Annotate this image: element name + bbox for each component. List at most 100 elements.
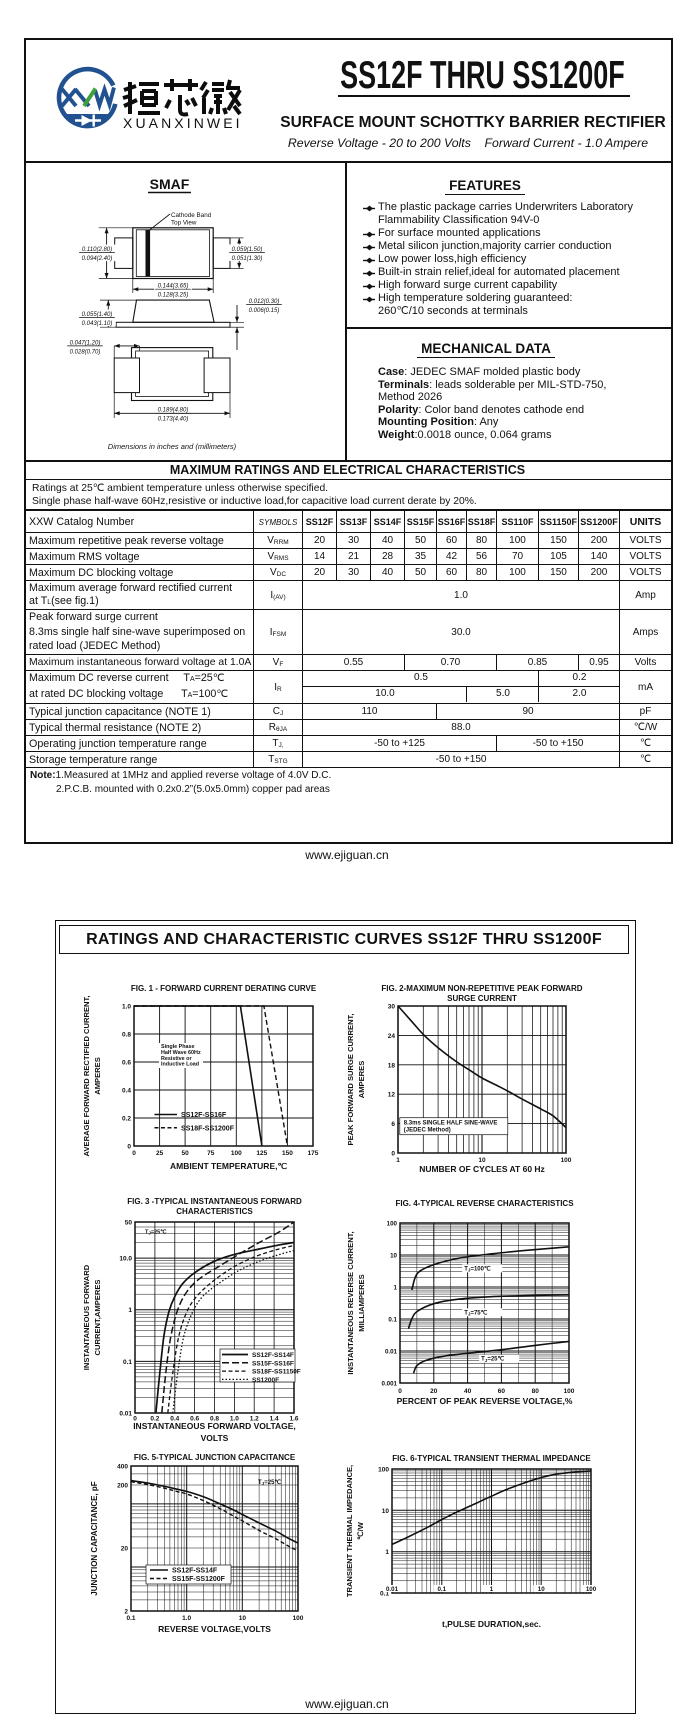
svg-text:AMBIENT TEMPERATURE,℃: AMBIENT TEMPERATURE,℃ (170, 1161, 288, 1171)
svg-text:1: 1 (394, 1285, 398, 1292)
svg-text:AMPERES: AMPERES (93, 1057, 102, 1095)
svg-text:24: 24 (388, 1033, 396, 1040)
svg-text:1: 1 (385, 1549, 389, 1556)
svg-text:75: 75 (207, 1150, 215, 1157)
svg-text:1.2: 1.2 (250, 1416, 259, 1423)
svg-text:TJ=25℃: TJ=25℃ (258, 1479, 281, 1486)
svg-text:CHARACTERISTICS: CHARACTERISTICS (176, 1207, 253, 1216)
svg-text:AMPERES: AMPERES (357, 1061, 366, 1099)
svg-text:0.8: 0.8 (122, 1032, 131, 1039)
svg-text:0.01: 0.01 (385, 1349, 398, 1356)
svg-text:FIG. 2-MAXIMUM NON-REPETITIVE: FIG. 2-MAXIMUM NON-REPETITIVE PEAK FORWA… (381, 984, 582, 993)
svg-text:0.189(4.80): 0.189(4.80) (158, 408, 189, 414)
svg-text:t,PULSE DURATION,sec.: t,PULSE DURATION,sec. (442, 1619, 541, 1629)
svg-text:0.2: 0.2 (150, 1416, 159, 1423)
svg-text:PERCENT OF PEAK REVERSE VOLTAG: PERCENT OF PEAK REVERSE VOLTAGE,% (397, 1396, 573, 1406)
svg-text:0.1: 0.1 (380, 1591, 389, 1598)
svg-text:10: 10 (382, 1508, 390, 1515)
svg-text:0.6: 0.6 (190, 1416, 199, 1423)
svg-text:0: 0 (127, 1144, 131, 1151)
svg-text:MILLIAMPERES: MILLIAMPERES (357, 1274, 366, 1331)
svg-text:12: 12 (388, 1092, 396, 1099)
svg-text:SS15F-SS16F: SS15F-SS16F (252, 1360, 294, 1367)
svg-text:2: 2 (124, 1609, 128, 1616)
svg-text:175: 175 (308, 1150, 319, 1157)
svg-text:0.028(0.70): 0.028(0.70) (70, 349, 101, 355)
svg-text:100: 100 (293, 1615, 304, 1622)
svg-text:AVERAGE FORWARD RECTIFIED CURR: AVERAGE FORWARD RECTIFIED CURRENT, (82, 996, 91, 1157)
svg-text:FIG. 5-TYPICAL JUNCTION CAPACI: FIG. 5-TYPICAL JUNCTION CAPACITANCE (134, 1453, 296, 1462)
svg-text:0.059(1.50): 0.059(1.50) (232, 247, 263, 253)
svg-text:0: 0 (391, 1151, 395, 1158)
svg-text:(JEDEC Method): (JEDEC Method) (404, 1128, 451, 1134)
svg-text:0.1: 0.1 (123, 1359, 132, 1366)
svg-text:0.128(3.25): 0.128(3.25) (158, 293, 189, 299)
svg-text:0.6: 0.6 (122, 1060, 131, 1067)
svg-text:80: 80 (532, 1388, 540, 1395)
svg-text:Resistive or: Resistive or (161, 1056, 192, 1062)
svg-text:20: 20 (430, 1388, 438, 1395)
svg-text:SS12F-SS14F: SS12F-SS14F (172, 1568, 218, 1575)
svg-text:Dimensions in inches and (mill: Dimensions in inches and (millimeters) (108, 442, 237, 451)
svg-text:125: 125 (256, 1150, 267, 1157)
svg-text:FIG. 3 -TYPICAL INSTANTANEOUS: FIG. 3 -TYPICAL INSTANTANEOUS FORWARD (127, 1197, 302, 1206)
svg-text:1.0: 1.0 (230, 1416, 239, 1423)
svg-text:0.051(1.30): 0.051(1.30) (232, 256, 263, 262)
svg-text:100: 100 (378, 1467, 389, 1474)
svg-text:1: 1 (396, 1157, 400, 1164)
svg-text:400: 400 (117, 1464, 128, 1471)
svg-text:TRANSIENT THERMAL IMPEDANCE,: TRANSIENT THERMAL IMPEDANCE, (345, 1465, 354, 1597)
svg-text:TJ=25℃: TJ=25℃ (145, 1228, 167, 1235)
svg-text:PEAK FORWARD SURGE CURRENT,: PEAK FORWARD SURGE CURRENT, (346, 1014, 355, 1146)
svg-text:SS12F-SS16F: SS12F-SS16F (181, 1112, 227, 1119)
svg-text:18: 18 (388, 1062, 396, 1069)
svg-text:0.4: 0.4 (170, 1416, 179, 1423)
svg-text:25: 25 (156, 1150, 164, 1157)
svg-text:0.2: 0.2 (122, 1116, 131, 1123)
svg-text:Cathode Band: Cathode Band (171, 212, 212, 219)
svg-text:20: 20 (121, 1545, 129, 1552)
svg-text:30: 30 (388, 1004, 396, 1011)
svg-text:Inductive Load: Inductive Load (161, 1062, 199, 1068)
svg-text:0: 0 (398, 1388, 402, 1395)
svg-text:REVERSE VOLTAGE,VOLTS: REVERSE VOLTAGE,VOLTS (158, 1624, 271, 1634)
svg-text:0: 0 (132, 1150, 136, 1157)
svg-text:1.4: 1.4 (270, 1416, 279, 1423)
svg-text:0.110(2.80): 0.110(2.80) (82, 247, 112, 253)
svg-text:0.01: 0.01 (119, 1411, 132, 1418)
svg-text:FIG. 1 - FORWARD CURRENT DERAT: FIG. 1 - FORWARD CURRENT DERATING CURVE (131, 984, 317, 993)
svg-text:0.01: 0.01 (386, 1586, 399, 1593)
svg-text:SS12F-SS14F: SS12F-SS14F (252, 1352, 294, 1359)
svg-text:Single Phase: Single Phase (161, 1044, 195, 1050)
svg-text:10: 10 (239, 1615, 247, 1622)
svg-text:0.006(0.15): 0.006(0.15) (249, 308, 280, 314)
svg-text:100: 100 (564, 1388, 575, 1395)
svg-text:0.043(1.10): 0.043(1.10) (82, 321, 113, 327)
svg-text:150: 150 (282, 1150, 293, 1157)
svg-text:0.4: 0.4 (122, 1088, 131, 1095)
svg-text:8.3ms SINGLE HALF SINE-WAVE: 8.3ms SINGLE HALF SINE-WAVE (404, 1121, 498, 1127)
svg-text:TJ=25℃: TJ=25℃ (481, 1356, 504, 1363)
svg-text:NUMBER OF CYCLES AT 60 Hz: NUMBER OF CYCLES AT 60 Hz (419, 1164, 545, 1174)
svg-text:40: 40 (464, 1388, 472, 1395)
svg-text:INSTANTANEOUS FORWARD: INSTANTANEOUS FORWARD (82, 1264, 91, 1370)
svg-text:SS15F-SS1200F: SS15F-SS1200F (172, 1576, 226, 1583)
svg-text:0.047(1.20): 0.047(1.20) (70, 340, 101, 346)
svg-text:CURRENT,AMPERES: CURRENT,AMPERES (93, 1280, 102, 1356)
svg-text:FIG. 6-TYPICAL TRANSIENT THERM: FIG. 6-TYPICAL TRANSIENT THERMAL IMPEDAN… (392, 1454, 591, 1463)
svg-text:0.094(2.40): 0.094(2.40) (82, 256, 113, 262)
svg-text:50: 50 (125, 1220, 133, 1227)
svg-text:SURGE CURRENT: SURGE CURRENT (447, 994, 517, 1003)
svg-text:6: 6 (391, 1121, 395, 1128)
svg-text:VOLTS: VOLTS (201, 1433, 229, 1443)
svg-text:SS1200F: SS1200F (252, 1377, 279, 1384)
svg-text:0.012(0.30): 0.012(0.30) (249, 299, 280, 305)
svg-text:0.055(1.40): 0.055(1.40) (82, 312, 113, 318)
svg-text:INSTANTANEOUS REVERSE CURRENT,: INSTANTANEOUS REVERSE CURRENT, (346, 1231, 355, 1374)
svg-text:10.0: 10.0 (119, 1256, 132, 1263)
svg-text:FIG. 4-TYPICAL REVERSE CHARACT: FIG. 4-TYPICAL REVERSE CHARACTERISTICS (395, 1199, 574, 1208)
svg-text:100: 100 (387, 1221, 398, 1228)
svg-text:1: 1 (490, 1586, 494, 1593)
svg-text:60: 60 (498, 1388, 506, 1395)
svg-text:100: 100 (586, 1586, 597, 1593)
